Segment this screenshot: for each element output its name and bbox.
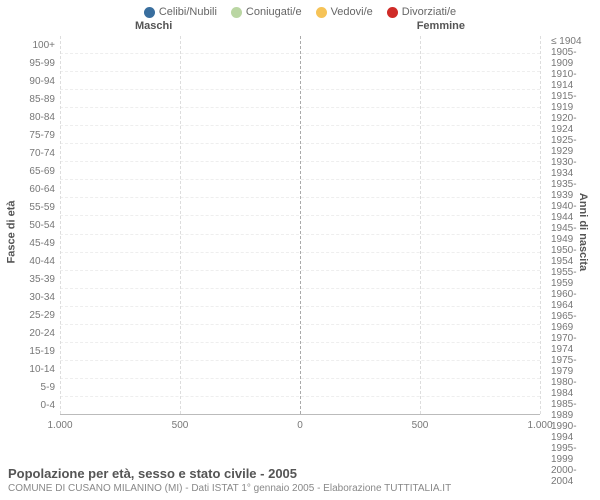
pyramid-row (60, 107, 540, 125)
ytick-birth: 1985-1989 (548, 399, 596, 421)
plot-area (60, 36, 540, 415)
footer: Popolazione per età, sesso e stato civil… (8, 466, 592, 494)
chart-subtitle: COMUNE DI CUSANO MILANINO (MI) - Dati IS… (8, 483, 592, 494)
yaxis-age: 100+95-9990-9485-8980-8475-7970-7465-696… (10, 36, 58, 414)
ytick-birth: 1955-1959 (548, 267, 596, 289)
legend-item: Vedovi/e (316, 6, 373, 18)
ytick-age: 20-24 (10, 324, 58, 342)
ytick-age: 5-9 (10, 378, 58, 396)
ytick-birth: 1925-1929 (548, 135, 596, 157)
legend: Celibi/Nubili Coniugati/e Vedovi/e Divorzia… (0, 0, 600, 20)
ytick-age: 10-14 (10, 360, 58, 378)
pyramid-row (60, 161, 540, 179)
header-female: Femmine (417, 20, 465, 32)
ytick-birth: 1915-1919 (548, 91, 596, 113)
legend-swatch (144, 7, 155, 18)
ytick-age: 75-79 (10, 126, 58, 144)
ytick-birth: 1950-1954 (548, 245, 596, 267)
pyramid-row (60, 342, 540, 360)
legend-label: Celibi/Nubili (159, 6, 217, 18)
xtick: 1.000 (47, 420, 72, 431)
xtick: 0 (297, 420, 303, 431)
legend-swatch (231, 7, 242, 18)
legend-swatch (387, 7, 398, 18)
pyramid-row (60, 396, 540, 414)
pyramid-row (60, 125, 540, 143)
ytick-age: 25-29 (10, 306, 58, 324)
gridline (60, 36, 61, 414)
legend-item: Celibi/Nubili (144, 6, 217, 18)
ytick-age: 35-39 (10, 270, 58, 288)
ytick-age: 90-94 (10, 72, 58, 90)
yaxis-birth: ≤ 19041905-19091910-19141915-19191920-19… (548, 36, 596, 414)
ytick-age: 65-69 (10, 162, 58, 180)
pyramid-row (60, 288, 540, 306)
ytick-birth: 1930-1934 (548, 157, 596, 179)
ytick-age: 85-89 (10, 90, 58, 108)
legend-label: Coniugati/e (246, 6, 302, 18)
gridline (180, 36, 181, 414)
legend-swatch (316, 7, 327, 18)
gridline (420, 36, 421, 414)
pyramid-row (60, 89, 540, 107)
pyramid-row (60, 53, 540, 71)
ytick-birth: 1965-1969 (548, 311, 596, 333)
ytick-birth: 1945-1949 (548, 223, 596, 245)
pyramid-row (60, 71, 540, 89)
ytick-birth: 1990-1994 (548, 421, 596, 443)
chart-title: Popolazione per età, sesso e stato civil… (8, 466, 592, 481)
xtick: 1.000 (527, 420, 552, 431)
ytick-age: 15-19 (10, 342, 58, 360)
ytick-age: 45-49 (10, 234, 58, 252)
ytick-age: 80-84 (10, 108, 58, 126)
xtick: 500 (172, 420, 189, 431)
gender-headers: Maschi Femmine (0, 20, 600, 36)
pyramid-row (60, 252, 540, 270)
pyramid-row (60, 215, 540, 233)
pyramid-row (60, 179, 540, 197)
header-male: Maschi (135, 20, 172, 32)
ytick-birth: 1975-1979 (548, 355, 596, 377)
ytick-age: 70-74 (10, 144, 58, 162)
ytick-birth: 1920-1924 (548, 113, 596, 135)
xaxis: 1.00050005001.000 (60, 416, 540, 436)
pyramid-row (60, 360, 540, 378)
ytick-age: 55-59 (10, 198, 58, 216)
ytick-birth: 1980-1984 (548, 377, 596, 399)
pyramid-row (60, 197, 540, 215)
ytick-birth: ≤ 1904 (548, 36, 596, 47)
ytick-age: 0-4 (10, 396, 58, 414)
pyramid-row (60, 36, 540, 53)
xtick: 500 (412, 420, 429, 431)
pyramid-row (60, 324, 540, 342)
ytick-birth: 1995-1999 (548, 443, 596, 465)
pyramid-row (60, 270, 540, 288)
ytick-age: 60-64 (10, 180, 58, 198)
ytick-age: 100+ (10, 36, 58, 54)
bar-rows (60, 36, 540, 414)
ytick-age: 30-34 (10, 288, 58, 306)
legend-label: Vedovi/e (331, 6, 373, 18)
ytick-age: 40-44 (10, 252, 58, 270)
pyramid-row (60, 306, 540, 324)
legend-label: Divorziati/e (402, 6, 456, 18)
ytick-age: 95-99 (10, 54, 58, 72)
ytick-birth: 1935-1939 (548, 179, 596, 201)
gridline (540, 36, 541, 414)
ytick-birth: 1940-1944 (548, 201, 596, 223)
ytick-age: 50-54 (10, 216, 58, 234)
ytick-birth: 1910-1914 (548, 69, 596, 91)
pyramid-row (60, 378, 540, 396)
pyramid-row (60, 234, 540, 252)
ytick-birth: 1970-1974 (548, 333, 596, 355)
legend-item: Divorziati/e (387, 6, 456, 18)
legend-item: Coniugati/e (231, 6, 302, 18)
ytick-birth: 1960-1964 (548, 289, 596, 311)
ytick-birth: 1905-1909 (548, 47, 596, 69)
pyramid-row (60, 143, 540, 161)
population-pyramid: Fasce di età Anni di nascita 100+95-9990… (0, 36, 600, 446)
